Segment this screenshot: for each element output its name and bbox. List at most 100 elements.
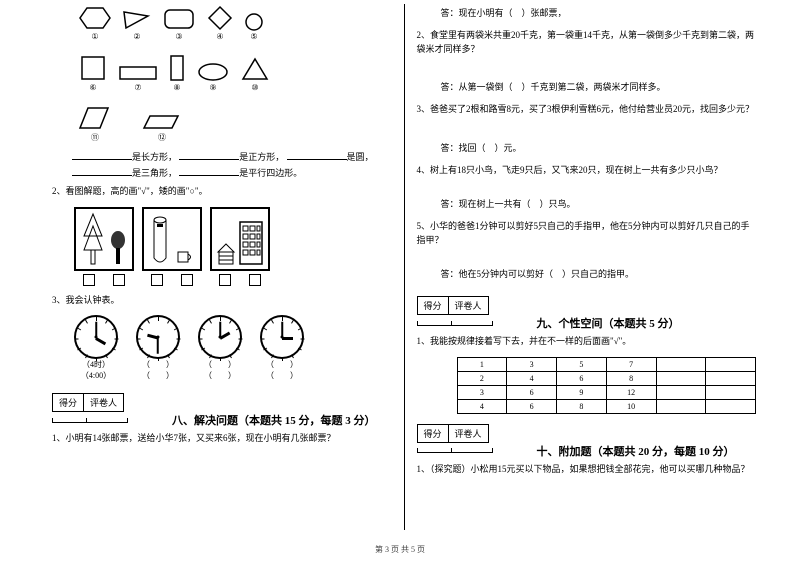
score-row-10: 得分 评卷人: [417, 424, 757, 443]
checkbox[interactable]: [151, 274, 163, 286]
section-10-title: 十、附加题（本题共 20 分，每题 10 分）: [537, 443, 735, 459]
checkbox[interactable]: [113, 274, 125, 286]
question-2: 2、看图解题，高的画"√"，矮的画"○"。: [52, 185, 392, 199]
shape-diamond: ④: [206, 4, 234, 41]
grader-label: 评卷人: [449, 297, 488, 314]
fill-line-2: 是三角形， 是平行四边形。: [72, 165, 392, 181]
shape-label: ③: [175, 32, 182, 41]
checkbox[interactable]: [181, 274, 193, 286]
shape-label: ①: [91, 32, 98, 41]
table-row: 2468: [457, 371, 756, 385]
shape-label: ⑥: [89, 83, 96, 92]
clock-ans: （ ）: [142, 371, 174, 380]
shape-label: ⑨: [209, 83, 216, 92]
shape-triangle-flag: ②: [122, 8, 152, 41]
shape-roundrect: ③: [162, 6, 196, 41]
checkbox[interactable]: [219, 274, 231, 286]
clock-ans: （ ）: [266, 371, 298, 380]
score-row-empty: 八、解决问题（本题共 15 分，每题 3 分）: [52, 412, 392, 428]
shape-label: ②: [133, 32, 140, 41]
score-row-empty: 九、个性空间（本题共 5 分）: [417, 315, 757, 331]
clock-ans: （4:00）: [81, 371, 111, 380]
rq4: 4、树上有18只小鸟，飞走9只后，又飞来20只，现在树上一共有多少只小鸟？: [417, 164, 757, 178]
shape-rect-tall: ⑧: [168, 53, 186, 92]
shape-circle: ⑤: [244, 12, 264, 41]
q9-1: 1、我能按规律接着写下去，并在不一样的后面画"√"。: [417, 335, 757, 349]
rq3: 3、爸爸买了2根和路雪8元，买了3根伊利雪糕6元，他付给营业员20元，找回多少元…: [417, 103, 757, 117]
picbox-flask-cup: [142, 207, 202, 271]
pic-col: [210, 207, 270, 286]
grader-cell[interactable]: [452, 321, 492, 325]
pic-col: [74, 207, 134, 286]
fill-text: 是圆，: [347, 152, 374, 162]
shape-triangle: ⑩: [240, 55, 270, 92]
answer-4: 答：现在树上一共有（ ）只鸟。: [441, 197, 757, 210]
left-column: ① ② ③ ④ ⑤ ⑥: [44, 4, 400, 530]
answer-5: 答：他在5分钟内可以剪好（ ）只自己的指甲。: [441, 267, 757, 280]
shape-label: ⑤: [250, 32, 257, 41]
shape-label: ⑫: [158, 132, 166, 143]
clock-3: （ ） （ ）: [198, 315, 242, 381]
page-footer: 第 3 页 共 5 页: [0, 544, 800, 555]
clock-ans: （ ）: [142, 360, 174, 369]
clock-ans: （4时）: [82, 360, 110, 369]
rq2: 2、食堂里有两袋米共重20千克，第一袋重14千克，从第一袋倒多少千克到第二袋，两…: [417, 29, 757, 56]
column-divider: [404, 4, 405, 530]
score-box: 得分 评卷人: [52, 393, 124, 412]
clock-row: （4时） （4:00） （ ） （ ） （ ） （ ）: [74, 315, 392, 381]
shape-label: ⑧: [173, 83, 180, 92]
picbox-buildings: [210, 207, 270, 271]
score-cell[interactable]: [418, 448, 452, 452]
score-label: 得分: [418, 425, 449, 442]
answer-1: 答：现在小明有（ ）张邮票，: [441, 6, 757, 19]
shapes-grid: ① ② ③ ④ ⑤ ⑥: [78, 4, 392, 143]
clock-ans: （ ）: [266, 360, 298, 369]
clock-1: （4时） （4:00）: [74, 315, 118, 381]
rq5: 5、小华的爸爸1分钟可以剪好5只自己的手指甲，他在5分钟内可以剪好几只自己的手指…: [417, 220, 757, 247]
right-column: 答：现在小明有（ ）张邮票， 2、食堂里有两袋米共重20千克，第一袋重14千克，…: [409, 4, 765, 530]
fill-text: 是长方形，: [132, 152, 177, 162]
table-row: 46810: [457, 399, 756, 413]
shape-square: ⑥: [78, 53, 108, 92]
answer-2: 答：从第一袋倒（ ）千克到第二袋，两袋米才同样多。: [441, 80, 757, 93]
score-label: 得分: [418, 297, 449, 314]
grader-cell[interactable]: [87, 418, 127, 422]
shape-label: ⑦: [134, 83, 141, 92]
question-3: 3、我会认钟表。: [52, 294, 392, 308]
score-row-empty: 十、附加题（本题共 20 分，每题 10 分）: [417, 443, 757, 459]
fill-text: 是三角形，: [132, 168, 177, 178]
checkbox[interactable]: [249, 274, 261, 286]
shape-label: ④: [216, 32, 223, 41]
grader-label: 评卷人: [84, 394, 123, 411]
pic-col: [142, 207, 202, 286]
score-label: 得分: [53, 394, 84, 411]
shape-label: ⑪: [91, 132, 99, 143]
clock-ans: （ ）: [204, 360, 236, 369]
shape-oval: ⑨: [196, 61, 230, 92]
grader-cell[interactable]: [452, 448, 492, 452]
fill-text: 是正方形，: [239, 152, 284, 162]
fill-text: 是平行四边形。: [239, 168, 302, 178]
shape-rect-wide: ⑦: [118, 63, 158, 92]
q10-1: 1、（探究题）小松用15元买以下物品，如果想把钱全部花完，他可以买哪几种物品？: [417, 463, 757, 477]
score-cell[interactable]: [53, 418, 87, 422]
shape-parallelogram-flat: ⑫: [142, 112, 182, 143]
table-row: 1357: [457, 357, 756, 371]
grader-label: 评卷人: [449, 425, 488, 442]
section-8-title: 八、解决问题（本题共 15 分，每题 3 分）: [172, 412, 376, 428]
score-cell[interactable]: [418, 321, 452, 325]
answer-3: 答：找回（ ）元。: [441, 141, 757, 154]
picbox-trees: [74, 207, 134, 271]
number-table: 1357 2468 36912 46810: [457, 357, 757, 414]
section-9-title: 九、个性空间（本题共 5 分）: [537, 315, 680, 331]
table-row: 36912: [457, 385, 756, 399]
score-row-9: 得分 评卷人: [417, 296, 757, 315]
shape-hexagon: ①: [78, 4, 112, 41]
clock-ans: （ ）: [204, 371, 236, 380]
checkbox[interactable]: [83, 274, 95, 286]
q8-1: 1、小明有14张邮票，送给小华7张，又买来6张，现在小明有几张邮票？: [52, 432, 392, 446]
fill-line-1: 是长方形， 是正方形， 是圆，: [72, 149, 392, 165]
shape-label: ⑩: [251, 83, 258, 92]
clock-4: （ ） （ ）: [260, 315, 304, 381]
score-row-8: 得分 评卷人: [52, 393, 392, 412]
